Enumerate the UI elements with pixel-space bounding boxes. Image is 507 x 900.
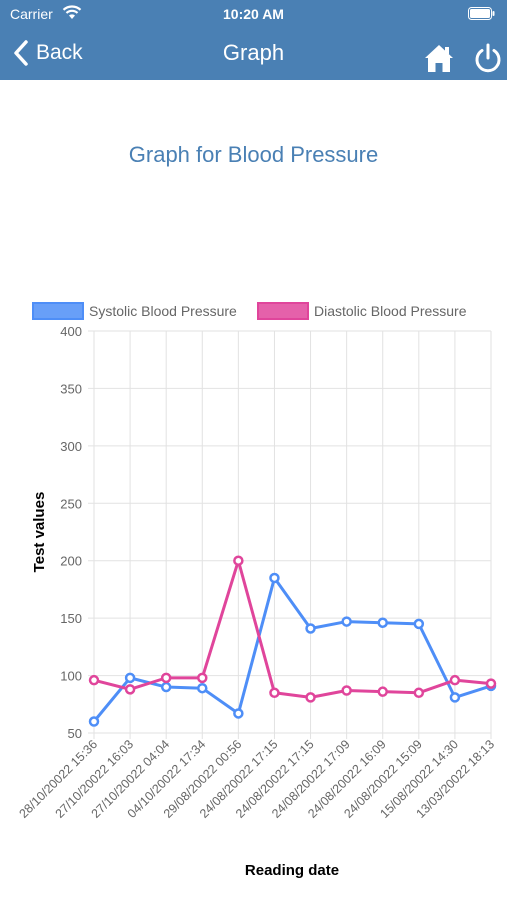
y-tick-label: 250	[60, 496, 82, 511]
diastolic-point	[449, 674, 461, 686]
diastolic-point	[305, 692, 316, 703]
status-bar: Carrier 10:20 AM	[0, 0, 507, 28]
home-icon[interactable]	[423, 42, 455, 74]
y-tick-label: 150	[60, 611, 82, 626]
systolic-point	[449, 692, 461, 703]
diastolic-point	[160, 672, 172, 684]
systolic-point	[88, 716, 100, 727]
nav-title: Graph	[222, 40, 285, 65]
diastolic-point	[124, 684, 136, 695]
diastolic-point	[341, 685, 352, 696]
y-tick-label: 400	[60, 324, 82, 339]
systolic-point	[341, 616, 352, 627]
back-label: Back	[36, 41, 83, 64]
battery-icon	[468, 7, 495, 20]
systolic-point	[197, 682, 208, 694]
power-icon[interactable]	[472, 42, 504, 74]
systolic-point	[124, 672, 136, 684]
y-tick-label: 300	[60, 439, 82, 454]
y-tick-label: 100	[60, 669, 82, 684]
systolic-point	[160, 681, 172, 693]
x-axis-title: Reading date	[245, 862, 339, 879]
systolic-point	[305, 623, 316, 634]
y-tick-label: 200	[60, 554, 82, 569]
chevron-left-icon	[14, 40, 28, 66]
legend-swatch	[32, 302, 84, 320]
systolic-point	[377, 617, 388, 628]
diastolic-point	[485, 678, 497, 689]
diastolic-point	[413, 687, 425, 699]
systolic-point	[413, 618, 425, 630]
systolic-point	[233, 708, 244, 719]
systolic-line	[92, 576, 492, 723]
diastolic-point	[377, 686, 388, 697]
diastolic-point	[197, 672, 208, 684]
graph-title: Graph for Blood Pressure	[128, 142, 379, 167]
y-axis-title: Test values	[31, 492, 48, 573]
legend-label: Diastolic Blood Pressure	[314, 303, 467, 319]
y-tick-label: 350	[60, 381, 82, 396]
diastolic-point	[269, 687, 280, 699]
systolic-point	[269, 572, 280, 584]
back-button[interactable]: Back	[10, 38, 83, 68]
legend-label: Systolic Blood Pressure	[89, 303, 237, 319]
y-tick-label: 50	[68, 726, 82, 741]
wifi-icon	[62, 5, 82, 19]
status-time: 10:20 AM	[223, 6, 284, 22]
diastolic-point	[88, 674, 100, 686]
nav-bar: Back Graph	[0, 28, 507, 80]
diastolic-line	[93, 559, 492, 699]
legend-swatch	[257, 302, 309, 320]
carrier-label: Carrier	[10, 6, 53, 22]
diastolic-point	[233, 555, 244, 566]
